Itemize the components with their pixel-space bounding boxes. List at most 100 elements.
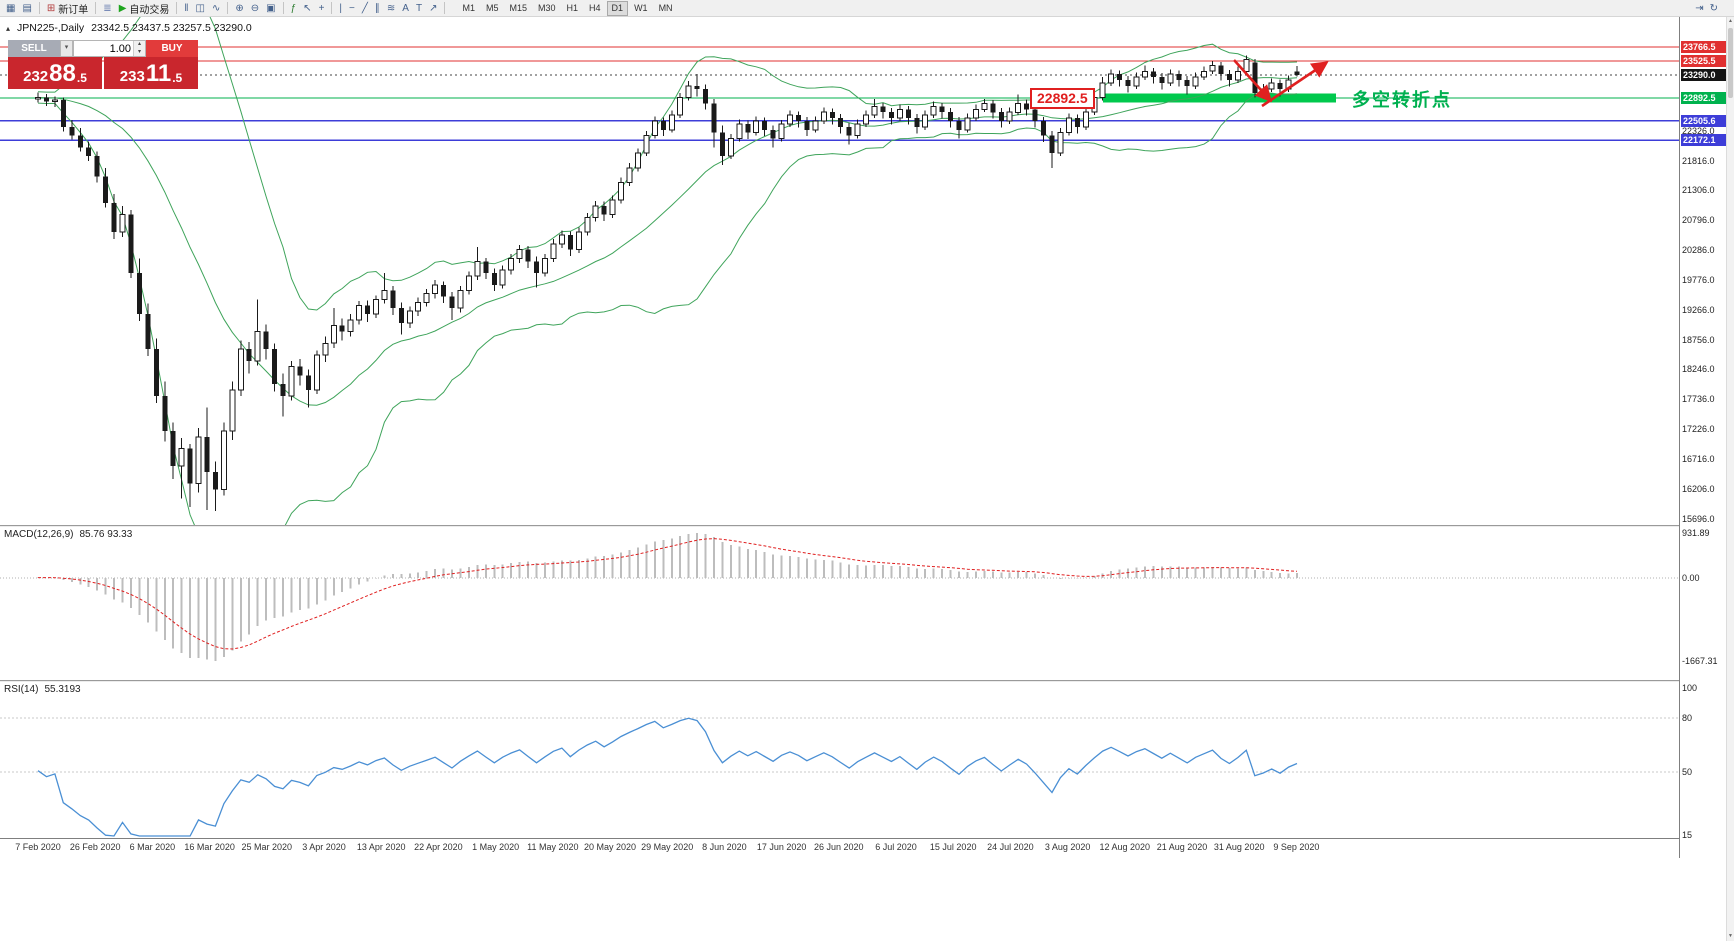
timeframe-h4-button[interactable]: H4 [589,2,601,13]
price-axis[interactable]: 22326.0 21816.0 21306.0 20796.0 20286.0 19776… [1679,17,1726,858]
volume-input[interactable] [74,41,133,56]
volume-up-icon[interactable]: ▴ [134,41,145,49]
arrows-button[interactable]: ↗ [426,1,440,16]
candlestick-chart-button[interactable]: ◫ [193,1,208,16]
toolbar-divider [444,2,446,14]
timeframe-w1-button[interactable]: W1 [634,2,648,13]
panel-resize-handle[interactable] [0,525,1734,527]
price-chart-canvas[interactable] [0,17,1679,525]
volume-down-icon[interactable]: ▾ [134,48,145,56]
tile-windows-button[interactable]: ▣ [263,1,278,16]
timeframe-m30-button[interactable]: M30 [538,2,556,13]
trendline-icon: ╱ [361,2,368,14]
chart-shift-button[interactable]: ⇥ [1692,1,1706,16]
scroll-up-icon[interactable]: ▲ [1728,18,1733,24]
time-axis-label: 12 Aug 2020 [1099,842,1151,852]
line-chart-icon: ∿ [211,2,221,14]
autotrading-play-icon: ▶ [118,2,127,14]
rsi-line [37,717,1298,837]
rsi-indicator-label: RSI(14) 55.3193 [4,684,81,695]
rsi-name: RSI(14) [4,684,39,695]
indicators-icon: ƒ [290,2,297,14]
scrollbar-thumb[interactable] [1728,28,1733,98]
rsi-chart-canvas[interactable] [0,682,1679,838]
time-axis-label: 25 Mar 2020 [241,842,293,852]
indicators-button[interactable]: ƒ [288,1,300,16]
expert-advisors-button[interactable]: ≣ [100,1,114,16]
auto-scroll-button[interactable]: ↻ [1707,1,1721,16]
time-axis-label: 22 Apr 2020 [414,842,463,852]
macd-name: MACD(12,26,9) [4,529,74,540]
chart-ohlc-values: 23342.5 23437.5 23257.5 23290.0 [91,22,252,34]
profiles-button[interactable]: ▤ [19,1,34,16]
line-chart-button[interactable]: ∿ [209,1,223,16]
bullish-candle-bodies [35,59,1292,490]
fibonacci-icon: ≋ [386,2,396,14]
vertical-scrollbar[interactable]: ▲ ▼ [1726,17,1734,941]
main-toolbar: ▦ ▤ ⊞ 新订单 ≣ ▶ 自动交易 ‖ ◫ ∿ ⊕ ⊖ ▣ ƒ ↖ + | − ╱ ∥ ≋ A T ↗ M1 M5 M15 M30 H… [0,0,1734,17]
label-button[interactable]: T [413,1,425,16]
new-order-button-label: 新订单 [58,4,89,16]
crosshair-button[interactable]: + [316,1,328,16]
timeframe-d1-button[interactable]: D1 [606,0,629,16]
price-axis-tick: 16716.0 [1682,453,1715,464]
volume-dropdown-icon[interactable]: ▾ [60,40,73,57]
text-icon: A [402,2,409,14]
cursor-icon: ↖ [303,2,312,14]
buy-price-big-digits: 11 [145,60,172,87]
channel-button[interactable]: ∥ [372,1,383,16]
timeframe-m15-button[interactable]: M15 [509,2,527,13]
timeframe-h1-button[interactable]: H1 [566,2,579,13]
price-axis-tick: 19776.0 [1682,274,1715,285]
zoom-out-button[interactable]: ⊖ [248,1,262,16]
vertical-line-button[interactable]: | [336,1,345,16]
arrows-icon: ↗ [429,2,438,14]
new-chart-button[interactable]: ▦ [3,1,18,16]
zoom-out-icon: ⊖ [250,2,260,14]
time-axis-label: 8 Jun 2020 [702,842,747,852]
zoom-in-icon: ⊕ [235,2,244,14]
profiles-icon: ▤ [22,2,32,14]
candlestick-chart-icon: ◫ [195,2,205,14]
sell-button[interactable]: SELL [8,40,60,57]
macd-axis-tick: 931.89 [1682,528,1710,538]
time-axis-label: 13 Apr 2020 [356,842,406,852]
horizontal-line-icon: − [349,2,355,14]
toolbar-divider [227,2,229,14]
timeframe-m1-button[interactable]: M1 [462,2,475,13]
fibonacci-button[interactable]: ≋ [384,1,398,16]
time-axis-label: 3 Aug 2020 [1044,842,1091,852]
new-order-button[interactable]: ⊞ 新订单 [44,1,91,16]
time-axis-label: 3 Apr 2020 [302,842,346,852]
horizontal-line-button[interactable]: − [346,1,358,16]
price-axis-tick: 20286.0 [1682,245,1715,255]
buy-price-prefix: 233 [119,68,145,85]
zoom-in-button[interactable]: ⊕ [232,1,246,16]
collapse-panel-icon[interactable]: ▴ [6,23,11,33]
time-axis-label: 26 Jun 2020 [814,842,864,852]
cursor-button[interactable]: ↖ [300,1,314,16]
sell-price[interactable]: 232 88.5 [8,57,102,89]
rsi-axis-tick: 50 [1682,767,1693,777]
buy-price[interactable]: 233 11.5 [104,57,198,89]
panel-resize-handle[interactable] [0,680,1734,682]
timeframe-mn-button[interactable]: MN [658,2,673,13]
text-button[interactable]: A [399,1,412,16]
time-axis[interactable]: 7 Feb 2020 26 Feb 2020 6 Mar 2020 16 Mar 20… [0,839,1679,855]
time-axis-label: 24 Jul 2020 [987,842,1034,852]
trendline-button[interactable]: ╱ [359,1,371,16]
candles-layer [35,55,1300,512]
toolbar-divider [331,2,333,14]
macd-chart-canvas[interactable] [0,527,1679,680]
time-axis-label: 11 May 2020 [527,842,579,852]
price-axis-tick: 18246.0 [1682,364,1715,375]
pivot-zone-bar [1103,93,1336,103]
scroll-down-icon[interactable]: ▼ [1728,933,1733,939]
timeframe-m5-button[interactable]: M5 [485,2,499,13]
autotrading-button[interactable]: ▶ 自动交易 [116,1,173,16]
sell-price-big-digits: 88 [49,60,76,87]
buy-button[interactable]: BUY [146,40,198,57]
bar-chart-button[interactable]: ‖ [181,1,191,16]
